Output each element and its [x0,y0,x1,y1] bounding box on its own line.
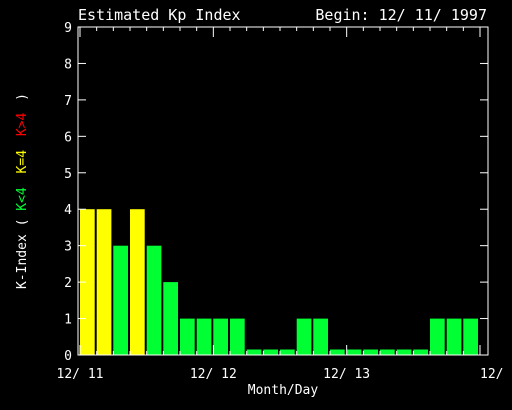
y-tick-label-2: 2 [64,276,72,291]
bar-21 [413,349,428,355]
bar-17 [346,349,362,355]
bar-3 [113,245,128,355]
bar-16 [330,349,345,355]
bar-8 [196,318,212,355]
y-tick-label-1: 1 [64,313,72,328]
bar-22 [430,318,445,355]
y-tick-label-0: 0 [64,349,72,364]
x-tick-label-1: 12/ 12 [190,367,237,382]
bar-18 [363,349,378,355]
y-axis-label-k-lt4: K<4 [15,187,30,211]
bar-19 [380,349,395,355]
x-axis-ticks: 12/ 11 12/ 12 12/ 13 12/ 14 [57,27,512,382]
x-tick-label-0: 12/ 11 [57,367,104,382]
bar-4 [130,209,145,355]
chart-title: Estimated Kp Index [78,6,241,24]
y-axis-label-k-gt4: K>4 [15,112,30,136]
bar-11 [246,349,262,355]
y-tick-label-7: 7 [64,94,72,109]
bar-10 [230,318,245,355]
bar-2 [96,209,112,355]
bar-6 [163,282,178,355]
chart-subtitle: Begin: 12/ 11/ 1997 [315,6,487,24]
y-tick-label-3: 3 [64,240,72,255]
bar-23 [446,318,462,355]
y-tick-label-4: 4 [64,203,72,218]
plot-frame [77,26,489,356]
y-axis-label-k-eq4: K=4 [15,150,30,174]
x-tick-label-2: 12/ 13 [323,367,370,382]
bar-24 [463,318,478,355]
y-axis-label-prefix: K-Index ( [15,219,30,289]
x-axis-label: Month/Day [248,383,319,398]
y-axis-ticks: 0 1 2 3 4 5 6 7 8 9 [64,21,488,364]
y-tick-label-5: 5 [64,167,72,182]
bar-7 [180,318,195,355]
y-axis-label: K-Index ( K<4 K=4 K>4 ) [15,93,30,289]
y-tick-label-6: 6 [64,130,72,145]
bar-13 [280,349,295,355]
y-tick-label-9: 9 [64,21,72,36]
bar-14 [296,318,312,355]
bar-12 [263,349,278,355]
x-tick-label-3: 12/ 14 [480,367,512,382]
bars-group [80,209,478,355]
y-axis-label-suffix: ) [15,93,30,101]
bar-5 [146,245,162,355]
bar-20 [396,349,412,355]
bar-15 [313,318,328,355]
bar-9 [213,318,228,355]
y-tick-label-8: 8 [64,57,72,72]
